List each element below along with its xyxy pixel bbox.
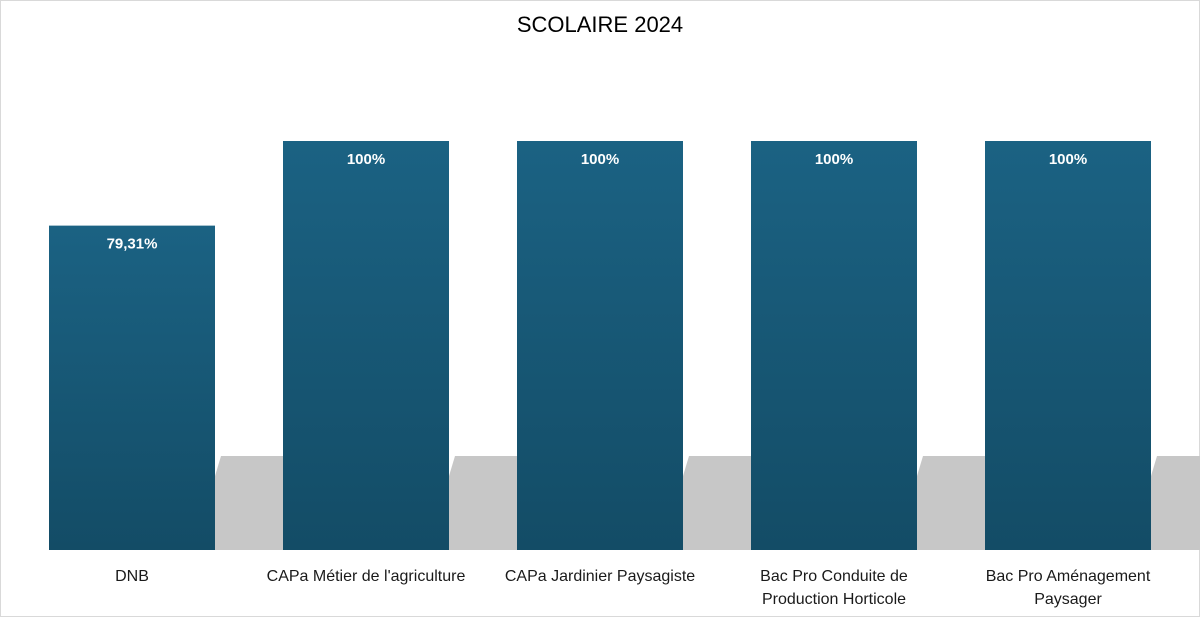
bar [517,141,683,550]
data-label: 79,31% [107,236,158,253]
category-label: Paysager [1034,591,1102,608]
bar [49,225,215,550]
data-label: 100% [581,151,619,168]
bar [751,141,917,550]
data-label: 100% [1049,151,1087,168]
bar [985,141,1151,550]
category-label: CAPa Jardinier Paysagiste [505,568,695,585]
bar-shadow [1151,456,1200,550]
data-label: 100% [347,151,385,168]
category-label: Bac Pro Conduite de [760,568,908,585]
category-label: Bac Pro Aménagement [986,568,1151,585]
bar [283,141,449,550]
category-label: DNB [115,568,149,585]
category-label: CAPa Métier de l'agriculture [267,568,466,585]
data-label: 100% [815,151,853,168]
chart-title: SCOLAIRE 2024 [516,12,684,37]
category-label: Production Horticole [762,591,906,608]
